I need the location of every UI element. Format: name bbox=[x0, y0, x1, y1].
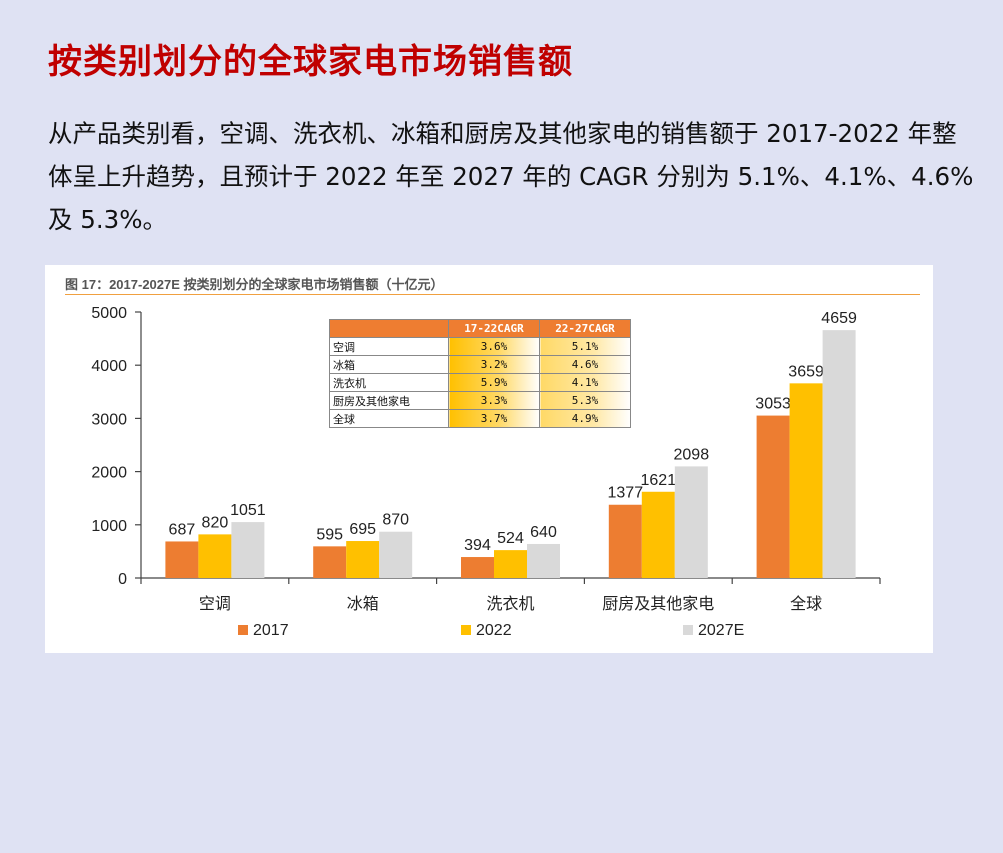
cagr-17-22-value: 3.7% bbox=[448, 409, 540, 428]
y-tick-label: 3000 bbox=[91, 411, 127, 428]
page-title: 按类别划分的全球家电市场销售额 bbox=[48, 42, 573, 82]
bar-value-label: 2098 bbox=[674, 446, 710, 463]
cagr-row-name: 厨房及其他家电 bbox=[329, 391, 449, 410]
category-label: 全球 bbox=[790, 594, 822, 613]
bar bbox=[198, 534, 232, 578]
caption-divider bbox=[65, 294, 920, 295]
cagr-row-name: 洗衣机 bbox=[329, 373, 449, 392]
bar-value-label: 524 bbox=[497, 530, 524, 547]
bar bbox=[608, 504, 642, 578]
bar-value-label: 595 bbox=[316, 526, 343, 543]
bar bbox=[822, 330, 856, 578]
cagr-row: 冰箱 3.2% 4.6% bbox=[329, 355, 631, 374]
legend-swatch bbox=[461, 625, 471, 635]
bar bbox=[346, 541, 380, 578]
cagr-header-blank bbox=[329, 319, 449, 338]
bar-value-label: 4659 bbox=[821, 310, 857, 327]
bar-value-label: 1051 bbox=[230, 502, 266, 519]
cagr-22-27-value: 4.6% bbox=[539, 355, 631, 374]
cagr-22-27-value: 5.3% bbox=[539, 391, 631, 410]
chart-figure: 图 17：2017-2027E 按类别划分的全球家电市场销售额（十亿元） 0 10… bbox=[45, 265, 933, 653]
cagr-17-22-value: 3.6% bbox=[448, 337, 540, 356]
figure-caption: 图 17：2017-2027E 按类别划分的全球家电市场销售额（十亿元） bbox=[65, 277, 444, 292]
bar-value-label: 1377 bbox=[608, 485, 644, 502]
cagr-row-name: 冰箱 bbox=[329, 355, 449, 374]
y-tick-label: 0 bbox=[118, 571, 127, 588]
bar-value-label: 1621 bbox=[641, 472, 677, 489]
cagr-header-22-27: 22-27CAGR bbox=[539, 319, 631, 338]
y-tick-label: 5000 bbox=[91, 305, 127, 322]
bar bbox=[231, 522, 265, 578]
cagr-22-27-value: 4.1% bbox=[539, 373, 631, 392]
cagr-row: 全球 3.7% 4.9% bbox=[329, 409, 631, 428]
cagr-row: 空调 3.6% 5.1% bbox=[329, 337, 631, 356]
legend-label: 2017 bbox=[253, 622, 289, 639]
category-label: 厨房及其他家电 bbox=[602, 594, 714, 613]
cagr-header-17-22: 17-22CAGR bbox=[448, 319, 540, 338]
cagr-table-header: 17-22CAGR 22-27CAGR bbox=[329, 319, 631, 338]
bar bbox=[313, 546, 347, 578]
legend-swatch bbox=[238, 625, 248, 635]
legend-swatch bbox=[683, 625, 693, 635]
y-tick-label: 2000 bbox=[91, 465, 127, 482]
category-label: 冰箱 bbox=[347, 594, 379, 613]
intro-paragraph: 从产品类别看，空调、洗衣机、冰箱和厨房及其他家电的销售额于 2017-2022 … bbox=[48, 119, 974, 234]
y-tick-label: 1000 bbox=[91, 518, 127, 535]
cagr-17-22-value: 3.2% bbox=[448, 355, 540, 374]
bar-value-label: 3053 bbox=[755, 396, 791, 413]
cagr-17-22-value: 5.9% bbox=[448, 373, 540, 392]
bar-value-label: 687 bbox=[169, 521, 196, 538]
bar-value-label: 870 bbox=[382, 512, 409, 529]
bar bbox=[379, 531, 413, 578]
bar bbox=[789, 383, 823, 578]
bar-value-label: 695 bbox=[349, 521, 376, 538]
bar bbox=[527, 543, 560, 578]
bar bbox=[641, 491, 675, 578]
cagr-row-name: 全球 bbox=[329, 409, 449, 428]
bar-value-label: 640 bbox=[530, 524, 557, 541]
cagr-17-22-value: 3.3% bbox=[448, 391, 540, 410]
cagr-row: 洗衣机 5.9% 4.1% bbox=[329, 373, 631, 392]
bar-value-label: 820 bbox=[202, 514, 229, 531]
cagr-table: 17-22CAGR 22-27CAGR 空调 3.6% 5.1% 冰箱 3.2%… bbox=[329, 319, 631, 428]
bar-value-label: 3659 bbox=[788, 363, 824, 380]
category-label: 空调 bbox=[199, 594, 231, 613]
legend-label: 2027E bbox=[698, 622, 744, 639]
cagr-row: 厨房及其他家电 3.3% 5.3% bbox=[329, 391, 631, 410]
cagr-22-27-value: 4.9% bbox=[539, 409, 631, 428]
legend-label: 2022 bbox=[476, 622, 512, 639]
bar bbox=[756, 415, 790, 578]
bar bbox=[674, 466, 708, 578]
y-tick-label: 4000 bbox=[91, 358, 127, 375]
cagr-row-name: 空调 bbox=[329, 337, 449, 356]
bar-value-label: 394 bbox=[464, 537, 491, 554]
category-label: 洗衣机 bbox=[486, 594, 534, 613]
bar bbox=[165, 541, 199, 578]
cagr-22-27-value: 5.1% bbox=[539, 337, 631, 356]
bar bbox=[494, 550, 527, 578]
bar bbox=[461, 557, 494, 578]
